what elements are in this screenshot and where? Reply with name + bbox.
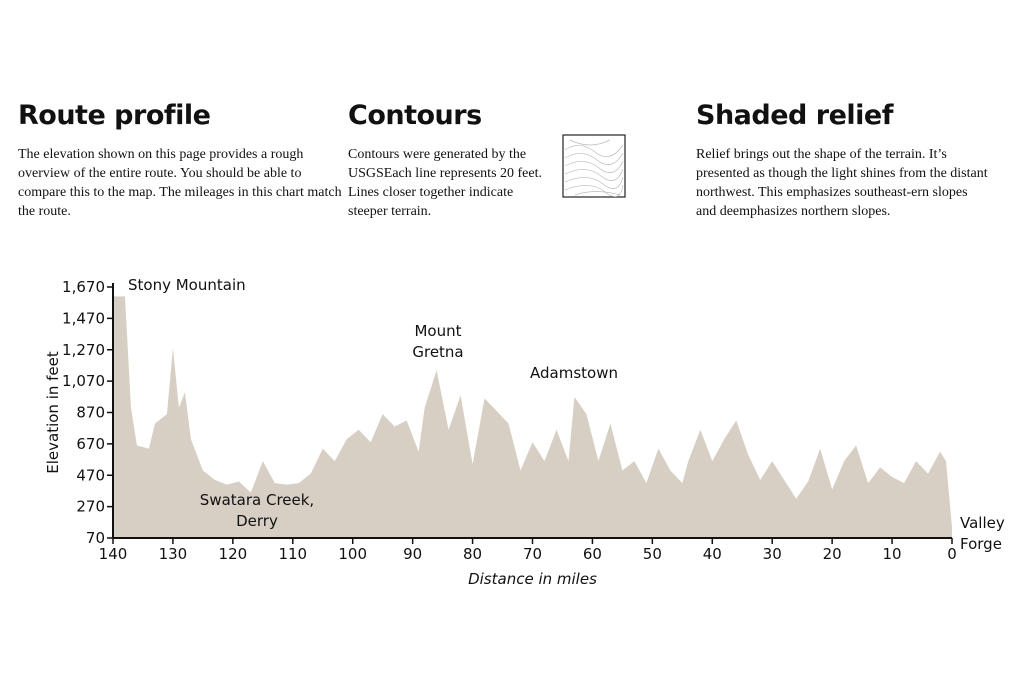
annotation: Adamstown [530, 364, 618, 382]
y-tick-label: 670 [76, 435, 105, 453]
annotation: Mount Gretna [412, 322, 463, 361]
section-body: Relief brings out the shape of the terra… [696, 147, 988, 219]
annotation-line: Gretna [412, 343, 463, 361]
y-tick-label: 270 [76, 498, 105, 516]
annotation-line: Derry [236, 512, 278, 530]
x-tick-label: 80 [463, 545, 482, 563]
elevation-area [113, 296, 952, 538]
annotation-line: Valley [960, 514, 1005, 532]
annotation-line: Adamstown [530, 364, 618, 382]
x-tick-label: 40 [703, 545, 722, 563]
annotation-line: Forge [960, 535, 1002, 553]
x-axis-label: Distance in miles [468, 570, 597, 588]
annotation-line: Mount [414, 322, 461, 340]
x-tick-label: 90 [403, 545, 422, 563]
x-tick-label: 60 [583, 545, 602, 563]
y-tick-label: 1,070 [62, 372, 105, 390]
y-axis-label: Elevation in feet [44, 351, 62, 474]
x-tick-label: 30 [763, 545, 782, 563]
y-tick-label: 870 [76, 404, 105, 422]
section: Route profile The elevation shown on thi… [18, 100, 343, 221]
annotation: Swatara Creek, Derry [200, 491, 314, 530]
y-tick-label: 70 [86, 529, 105, 547]
x-tick-label: 120 [219, 545, 248, 563]
annotation: Valley Forge [960, 514, 1005, 553]
section: Shaded relief Relief brings out the shap… [696, 100, 991, 221]
x-tick-label: 0 [947, 545, 957, 563]
annotation-line: Swatara Creek, [200, 491, 314, 509]
x-tick-label: 130 [159, 545, 188, 563]
y-tick-label: 1,470 [62, 309, 105, 327]
x-tick-label: 20 [823, 545, 842, 563]
contour-thumbnail [562, 134, 626, 198]
x-tick-label: 140 [99, 545, 128, 563]
section-heading: Route profile [18, 100, 211, 131]
x-tick-label: 70 [523, 545, 542, 563]
section-heading: Shaded relief [696, 100, 893, 131]
section: Contours Contours were generated by the … [348, 100, 548, 221]
x-tick-label: 110 [278, 545, 307, 563]
x-tick-label: 10 [883, 545, 902, 563]
x-tick-label: 100 [338, 545, 367, 563]
annotation: Stony Mountain [128, 276, 246, 294]
section-body: The elevation shown on this page provide… [18, 147, 342, 219]
y-tick-label: 1,270 [62, 341, 105, 359]
section-heading: Contours [348, 100, 482, 131]
y-tick-label: 1,670 [62, 278, 105, 296]
annotation-line: Stony Mountain [128, 276, 246, 294]
x-tick-label: 50 [643, 545, 662, 563]
y-tick-label: 470 [76, 466, 105, 484]
section-body: Contours were generated by the USGSEach … [348, 147, 542, 219]
